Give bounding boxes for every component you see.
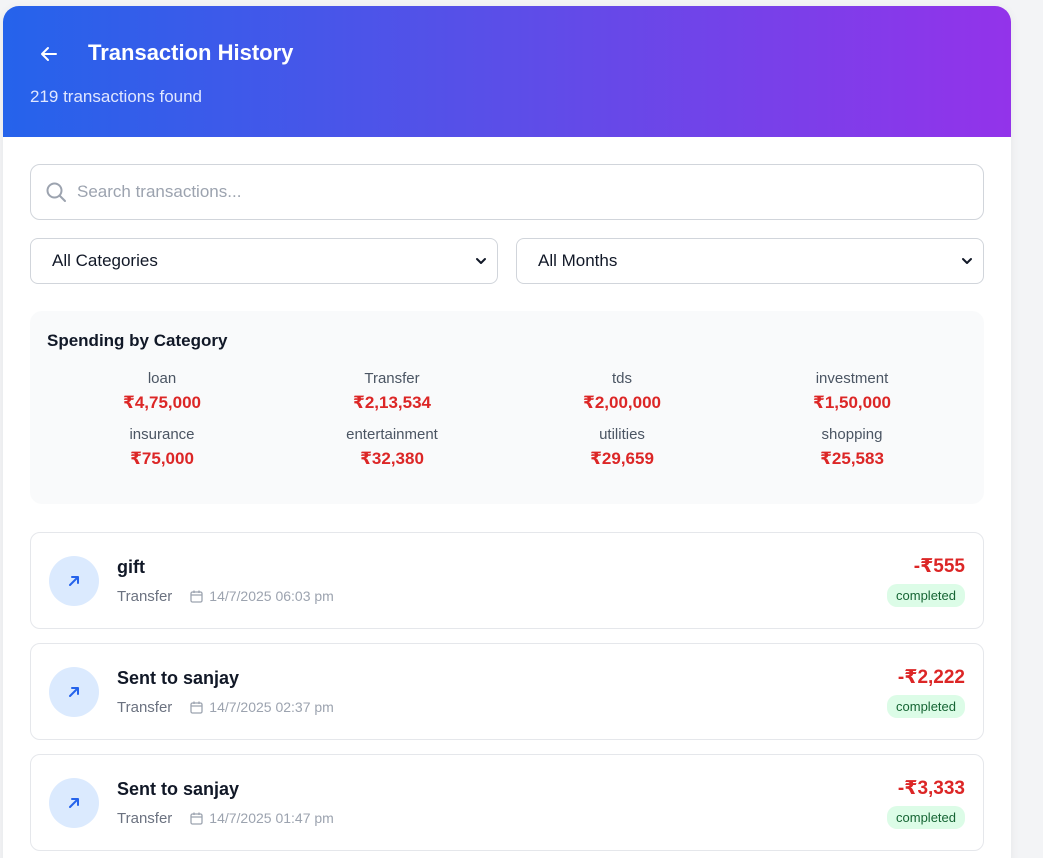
category-amount: ₹2,13,534 bbox=[352, 393, 431, 412]
page-title: Transaction History bbox=[88, 40, 294, 65]
calendar-icon bbox=[190, 701, 203, 714]
category-name: utilities bbox=[599, 426, 645, 443]
calendar-icon bbox=[190, 590, 203, 603]
category-grid: loan ₹4,75,000 Transfer ₹2,13,534 tds ₹2… bbox=[47, 369, 967, 471]
search-icon bbox=[46, 182, 66, 202]
transaction-amount: -₹555 bbox=[913, 555, 965, 577]
transaction-list: gift Transfer 14/7/2025 06:03 pm -₹5 bbox=[30, 532, 984, 851]
category-name: entertainment bbox=[346, 426, 438, 443]
transaction-title: Sent to sanjay bbox=[117, 667, 240, 688]
category-name: investment bbox=[815, 370, 889, 387]
category-item: tds ₹2,00,000 bbox=[507, 369, 737, 415]
chevron-down-icon bbox=[962, 258, 972, 264]
transaction-card[interactable]: Sent to sanjay Transfer 14/7/2025 01:47 … bbox=[30, 754, 984, 851]
category-item: utilities ₹29,659 bbox=[507, 425, 737, 471]
back-button[interactable] bbox=[36, 41, 62, 67]
status-badge: completed bbox=[887, 805, 965, 829]
search-input[interactable] bbox=[77, 182, 969, 202]
category-item: investment ₹1,50,000 bbox=[737, 369, 967, 415]
category-item: insurance ₹75,000 bbox=[47, 425, 277, 471]
calendar-icon bbox=[190, 812, 203, 825]
search-box bbox=[30, 164, 984, 220]
transaction-title: gift bbox=[117, 556, 145, 577]
transaction-title: Sent to sanjay bbox=[117, 778, 240, 799]
category-amount: ₹25,583 bbox=[820, 449, 884, 468]
category-summary: Spending by Category loan ₹4,75,000 Tran… bbox=[30, 311, 984, 504]
summary-title: Spending by Category bbox=[47, 331, 228, 350]
status-badge: completed bbox=[887, 694, 965, 718]
transaction-count: 219 transactions found bbox=[30, 87, 203, 106]
transaction-card[interactable]: gift Transfer 14/7/2025 06:03 pm -₹5 bbox=[30, 532, 984, 629]
category-item: entertainment ₹32,380 bbox=[277, 425, 507, 471]
category-amount: ₹75,000 bbox=[130, 449, 194, 468]
transaction-date: 14/7/2025 02:37 pm bbox=[209, 699, 334, 715]
category-name: insurance bbox=[129, 426, 195, 443]
month-select-value: All Months bbox=[538, 251, 618, 270]
arrow-up-right-icon bbox=[69, 575, 79, 586]
category-amount: ₹29,659 bbox=[590, 449, 654, 468]
transaction-card[interactable]: Sent to sanjay Transfer 14/7/2025 02:37 … bbox=[30, 643, 984, 740]
arrow-up-right-icon bbox=[69, 797, 79, 808]
transaction-icon-wrap bbox=[49, 666, 99, 717]
category-amount: ₹4,75,000 bbox=[122, 393, 201, 412]
category-item: shopping ₹25,583 bbox=[737, 425, 967, 471]
transaction-amount: -₹2,222 bbox=[897, 666, 965, 688]
category-amount: ₹1,50,000 bbox=[812, 393, 891, 412]
category-amount: ₹2,00,000 bbox=[582, 393, 661, 412]
category-select-value: All Categories bbox=[52, 251, 158, 270]
category-name: Transfer bbox=[364, 370, 420, 387]
category-name: tds bbox=[611, 370, 632, 387]
arrow-left-icon bbox=[41, 47, 57, 61]
transaction-history-panel: Transaction History 219 transactions fou… bbox=[3, 6, 1011, 858]
category-item: Transfer ₹2,13,534 bbox=[277, 369, 507, 415]
transaction-icon-wrap bbox=[49, 555, 99, 606]
category-name: shopping bbox=[821, 426, 883, 443]
arrow-up-right-icon bbox=[69, 686, 79, 697]
category-select[interactable]: All Categories bbox=[30, 238, 498, 284]
transaction-amount: -₹3,333 bbox=[897, 777, 965, 799]
chevron-down-icon bbox=[476, 258, 486, 264]
filters-row: All Categories All Months bbox=[30, 238, 984, 284]
transaction-icon-wrap bbox=[49, 777, 99, 828]
month-select[interactable]: All Months bbox=[516, 238, 984, 284]
transaction-date: 14/7/2025 06:03 pm bbox=[209, 588, 334, 604]
category-item: loan ₹4,75,000 bbox=[47, 369, 277, 415]
page-header: Transaction History 219 transactions fou… bbox=[3, 6, 1011, 137]
status-badge: completed bbox=[887, 583, 965, 607]
transaction-category: Transfer bbox=[117, 587, 173, 605]
category-amount: ₹32,380 bbox=[360, 449, 424, 468]
category-name: loan bbox=[147, 370, 177, 387]
transaction-category: Transfer bbox=[117, 809, 173, 827]
transaction-date: 14/7/2025 01:47 pm bbox=[209, 810, 334, 826]
transaction-category: Transfer bbox=[117, 698, 173, 716]
